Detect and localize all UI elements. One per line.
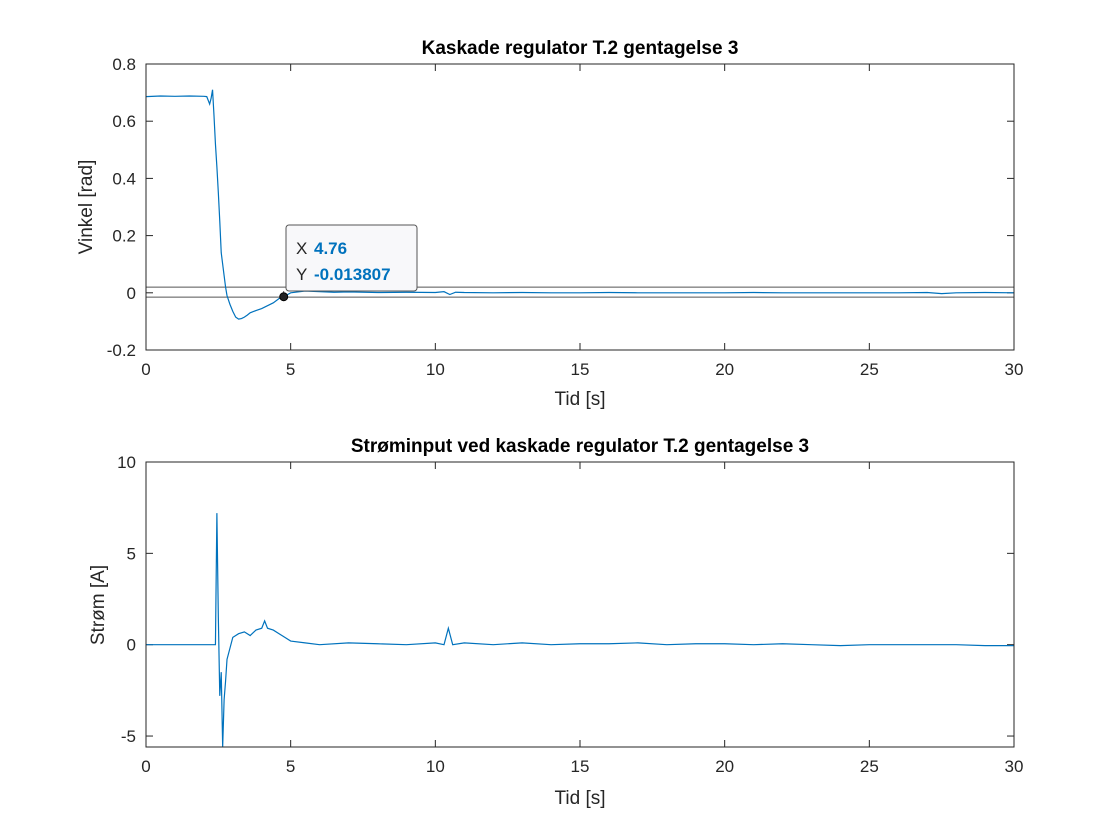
current-y-tick-label: 10	[117, 453, 136, 472]
angle-axes-box	[145, 63, 1015, 351]
current-x-tick-label: 15	[571, 757, 590, 776]
angle-x-tick-label: 25	[860, 360, 879, 379]
current-y-tick-label: 5	[127, 544, 136, 563]
current-subplot[interactable]: Strøminput ved kaskade regulator T.2 gen…	[88, 436, 1023, 809]
angle-x-tick-label: 5	[286, 360, 295, 379]
angle-chart-title: Kaskade regulator T.2 gentagelse 3	[422, 38, 739, 59]
current-axes-box	[145, 461, 1015, 748]
current-x-tick-label: 10	[426, 757, 445, 776]
angle-tick-group: 0 5 10 15 20 25 30 -0.2 0 0.2 0.4 0.6 0.8	[107, 55, 1024, 379]
angle-x-tick-label: 10	[426, 360, 445, 379]
current-tick-group: 0 5 10 15 20 25 30 -5 0 5 10	[117, 453, 1023, 776]
current-x-tick-label: 20	[715, 757, 734, 776]
angle-subplot[interactable]: Kaskade regulator T.2 gentagelse 3 Tid […	[76, 38, 1023, 410]
current-x-tick-label: 5	[286, 757, 295, 776]
angle-x-tick-label: 30	[1005, 360, 1024, 379]
current-x-tick-label: 0	[141, 757, 150, 776]
angle-y-tick-label: -0.2	[107, 341, 136, 360]
current-series-line	[146, 513, 1014, 748]
datatip-x-key: X	[296, 239, 307, 258]
angle-x-tick-label: 15	[571, 360, 590, 379]
angle-y-tick-label: 0.6	[112, 112, 136, 131]
current-x-axis-label: Tid [s]	[554, 788, 605, 809]
angle-x-axis-label: Tid [s]	[554, 389, 605, 410]
angle-y-tick-label: 0.2	[112, 227, 136, 246]
current-chart-title: Strøminput ved kaskade regulator T.2 gen…	[351, 436, 809, 457]
angle-y-tick-label: 0.4	[112, 169, 136, 188]
datatip-box	[285, 224, 418, 292]
datatip-y-key: Y	[296, 265, 307, 284]
angle-x-tick-label: 0	[141, 360, 150, 379]
current-y-tick-label: 0	[127, 636, 136, 655]
datatip-x-value: 4.76	[314, 239, 347, 258]
angle-y-tick-label: 0	[127, 284, 136, 303]
current-x-tick-label: 30	[1005, 757, 1024, 776]
current-x-tick-label: 25	[860, 757, 879, 776]
angle-y-tick-label: 0.8	[112, 55, 136, 74]
angle-y-axis-label: Vinkel [rad]	[76, 160, 97, 255]
datatip-y-value: -0.013807	[314, 265, 391, 284]
datatip[interactable]: X 4.76 Y -0.013807	[279, 224, 418, 302]
angle-x-tick-label: 20	[715, 360, 734, 379]
current-y-axis-label: Strøm [A]	[88, 565, 109, 645]
datatip-marker[interactable]	[279, 292, 289, 302]
current-y-tick-label: -5	[121, 727, 136, 746]
